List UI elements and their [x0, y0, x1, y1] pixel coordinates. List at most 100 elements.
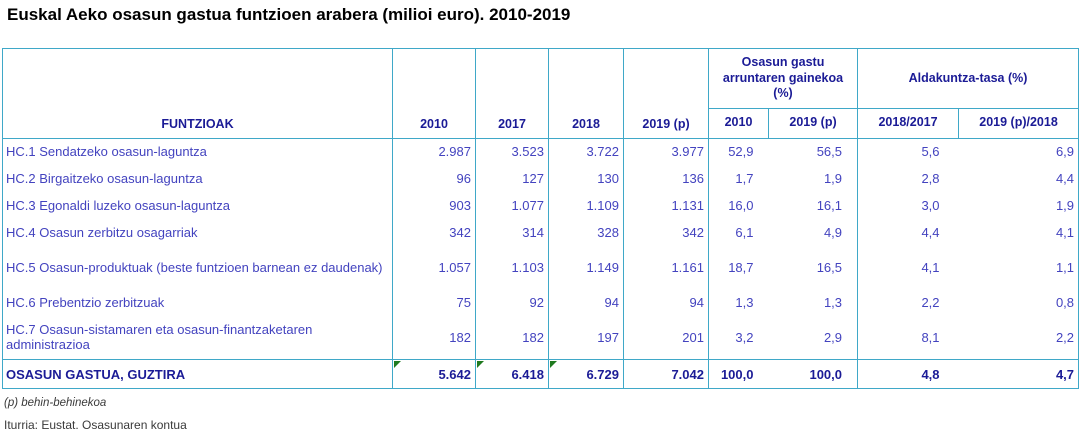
value-cell: 314	[475, 219, 549, 247]
value-cell: 1,9	[768, 165, 859, 193]
subcolumn-share-2010: 2010	[708, 108, 769, 139]
value-cell: 2,9	[768, 316, 859, 360]
value-cell: 92	[475, 289, 549, 317]
cell-flag-icon	[550, 361, 557, 368]
value-cell: 1.161	[623, 246, 709, 290]
value-cell: 6,1	[735, 224, 754, 240]
table-header: FUNTZIOAK 2010 2017 2018 2019 (p) Osasun…	[2, 48, 1079, 139]
header-row-groups: FUNTZIOAK 2010 2017 2018 2019 (p) Osasun…	[2, 48, 1079, 139]
value-cell: 0,8	[1055, 294, 1075, 310]
total-value-cell: 7.042	[623, 359, 709, 389]
table-row: HC.1 Sendatzeko osasun-laguntza 2.987 3.52…	[2, 138, 1079, 166]
value-cell: 16,5	[768, 246, 859, 290]
value-cell: 4,1	[921, 259, 940, 275]
value-cell: 3.523	[475, 138, 549, 166]
value-cell: 4,4	[921, 224, 940, 240]
value-cell: 127	[475, 165, 549, 193]
table-row: HC.3 Egonaldi luzeko osasun-laguntza 903 1…	[2, 192, 1079, 220]
column-header-2010: 2010	[392, 48, 476, 139]
total-value-cell: 4,8	[857, 359, 959, 389]
value-cell: 75	[392, 289, 476, 317]
total-value-cell: 6.418	[475, 359, 549, 389]
value-cell: 3.722	[548, 138, 624, 166]
value-cell: 2,2	[1055, 329, 1075, 345]
value-cell: 197	[548, 316, 624, 360]
value-cell: 201	[623, 316, 709, 360]
value-cell: 1,7	[735, 170, 754, 186]
value-cell: 94	[548, 289, 624, 317]
value-cell: 3.977	[623, 138, 709, 166]
value-cell: 2,8	[921, 170, 940, 186]
subcolumn-share-2019p: 2019 (p)	[768, 108, 859, 139]
value-cell: 4,1	[1055, 224, 1075, 240]
value-cell: 342	[392, 219, 476, 247]
value-cell: 5,6	[921, 144, 940, 160]
value-cell: 94	[623, 289, 709, 317]
value-cell: 1.057	[392, 246, 476, 290]
value-cell: 2.987	[392, 138, 476, 166]
value-cell: 4,9	[768, 219, 859, 247]
value-cell: 1,3	[735, 294, 754, 310]
value-cell: 16,0	[728, 197, 754, 213]
function-label: HC.7 Osasun-sistamaren eta osasun-finant…	[2, 316, 393, 360]
value-cell: 1.131	[623, 192, 709, 220]
value-cell: 18,7	[728, 259, 754, 275]
function-label: HC.6 Prebentzio zerbitzuak	[2, 289, 393, 317]
value-cell: 96	[392, 165, 476, 193]
column-group-change-rate: Aldakuntza-tasa (%)	[857, 48, 1079, 109]
table-body: HC.1 Sendatzeko osasun-laguntza 2.987 3.52…	[2, 138, 1079, 360]
value-cell: 2,2	[921, 294, 940, 310]
cell-flag-icon	[477, 361, 484, 368]
column-header-2017: 2017	[475, 48, 549, 139]
value-cell: 342	[623, 219, 709, 247]
cell-flag-icon	[394, 361, 401, 368]
table-footer: OSASUN GASTUA, GUZTIRA 5.642 6.418 6.729 7.0…	[2, 359, 1079, 389]
table-row: HC.4 Osasun zerbitzu osagarriak 342 314 328…	[2, 219, 1079, 247]
table-row: HC.2 Birgaitzeko osasun-laguntza 96 127 130…	[2, 165, 1079, 193]
value-cell: 1.103	[475, 246, 549, 290]
value-cell: 130	[548, 165, 624, 193]
total-label: OSASUN GASTUA, GUZTIRA	[2, 359, 393, 389]
column-header-funtzioak: FUNTZIOAK	[2, 48, 393, 139]
value-cell: 1.109	[548, 192, 624, 220]
table-row: HC.7 Osasun-sistamaren eta osasun-finant…	[2, 316, 1079, 360]
value-cell: 3,0	[921, 197, 940, 213]
column-header-2019p: 2019 (p)	[623, 48, 709, 139]
total-value-cell: 5.642	[392, 359, 476, 389]
function-label: HC.4 Osasun zerbitzu osagarriak	[2, 219, 393, 247]
column-group-current-share: Osasun gastu arruntaren gainekoa (%)	[708, 48, 859, 109]
value-cell: 16,1	[768, 192, 859, 220]
value-cell: 6,9	[1055, 144, 1075, 160]
total-value-cell: 4,7	[958, 359, 1079, 389]
total-value-cell: 6.729	[548, 359, 624, 389]
health-expenditure-table: FUNTZIOAK 2010 2017 2018 2019 (p) Osasun…	[2, 48, 1080, 389]
total-value-cell: 100,0	[708, 359, 769, 389]
subcolumn-rate-2018-2017: 2018/2017	[857, 108, 960, 139]
value-cell: 1.077	[475, 192, 549, 220]
value-cell: 56,5	[768, 138, 859, 166]
value-cell: 8,1	[921, 329, 940, 345]
total-value-cell: 100,0	[768, 359, 859, 389]
value-cell: 1.149	[548, 246, 624, 290]
value-cell: 182	[392, 316, 476, 360]
function-label: HC.5 Osasun-produktuak (beste funtzioen …	[2, 246, 393, 290]
value-cell: 182	[475, 316, 549, 360]
table-row: HC.6 Prebentzio zerbitzuak 75 92 94 94 1,3 1,3…	[2, 289, 1079, 317]
value-cell: 4,4	[1055, 170, 1075, 186]
column-header-2018: 2018	[548, 48, 624, 139]
value-cell: 328	[548, 219, 624, 247]
footnote-provisional: (p) behin-behinekoa	[4, 397, 107, 409]
footnote-source: Iturria: Eustat. Osasunaren kontua	[4, 418, 187, 432]
value-cell: 903	[392, 192, 476, 220]
value-cell: 52,9	[728, 144, 754, 160]
value-cell: 1,3	[768, 289, 859, 317]
function-label: HC.2 Birgaitzeko osasun-laguntza	[2, 165, 393, 193]
header-row-subcolumns: 2010 2019 (p) 2018/2017 2019 (p)/2018	[3, 108, 1079, 139]
table-row: HC.5 Osasun-produktuak (beste funtzioen …	[2, 246, 1079, 290]
function-label: HC.3 Egonaldi luzeko osasun-laguntza	[2, 192, 393, 220]
function-label: HC.1 Sendatzeko osasun-laguntza	[2, 138, 393, 166]
value-cell: 1,1	[1055, 259, 1075, 275]
value-cell: 1,9	[1055, 197, 1075, 213]
value-cell: 3,2	[735, 329, 754, 345]
value-cell: 136	[623, 165, 709, 193]
